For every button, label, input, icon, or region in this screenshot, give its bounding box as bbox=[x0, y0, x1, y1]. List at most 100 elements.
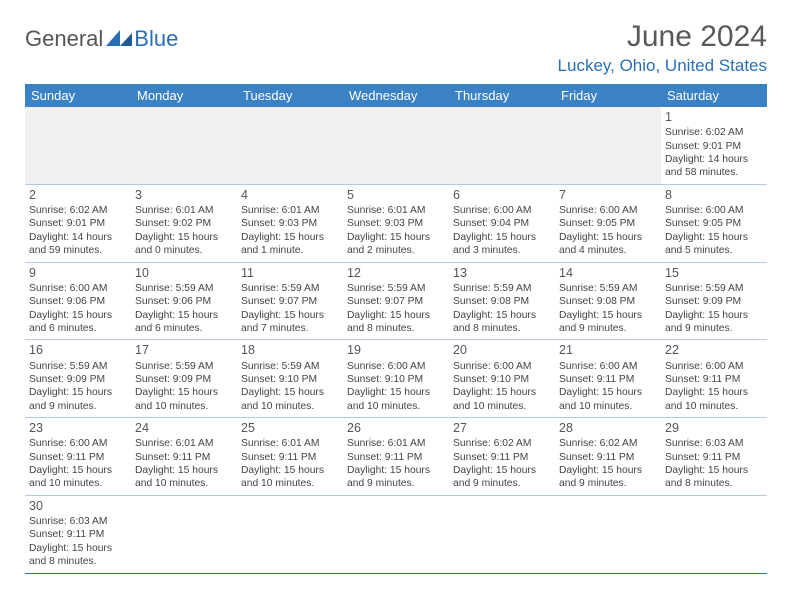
day-header-row: SundayMondayTuesdayWednesdayThursdayFrid… bbox=[25, 84, 767, 107]
sunrise-line: Sunrise: 5:59 AM bbox=[241, 282, 339, 295]
calendar-cell bbox=[449, 107, 555, 184]
calendar-cell: 13Sunrise: 5:59 AMSunset: 9:08 PMDayligh… bbox=[449, 262, 555, 340]
calendar-cell: 29Sunrise: 6:03 AMSunset: 9:11 PMDayligh… bbox=[661, 418, 767, 496]
day-number: 11 bbox=[241, 265, 339, 281]
day-number: 20 bbox=[453, 342, 551, 358]
daylight-line: Daylight: 15 hours and 4 minutes. bbox=[559, 231, 657, 258]
calendar-row: 1Sunrise: 6:02 AMSunset: 9:01 PMDaylight… bbox=[25, 107, 767, 184]
calendar-cell: 21Sunrise: 6:00 AMSunset: 9:11 PMDayligh… bbox=[555, 340, 661, 418]
daylight-line: Daylight: 15 hours and 0 minutes. bbox=[135, 231, 233, 258]
daylight-line: Daylight: 15 hours and 10 minutes. bbox=[347, 386, 445, 413]
sunset-line: Sunset: 9:11 PM bbox=[453, 451, 551, 464]
sunset-line: Sunset: 9:08 PM bbox=[453, 295, 551, 308]
sunrise-line: Sunrise: 5:59 AM bbox=[559, 282, 657, 295]
daylight-line: Daylight: 15 hours and 10 minutes. bbox=[453, 386, 551, 413]
day-number: 10 bbox=[135, 265, 233, 281]
calendar-cell bbox=[237, 495, 343, 573]
day-number: 15 bbox=[665, 265, 763, 281]
daylight-line: Daylight: 15 hours and 10 minutes. bbox=[665, 386, 763, 413]
calendar-cell bbox=[25, 107, 131, 184]
daylight-line: Daylight: 15 hours and 8 minutes. bbox=[29, 542, 127, 569]
sunset-line: Sunset: 9:10 PM bbox=[347, 373, 445, 386]
sunrise-line: Sunrise: 6:01 AM bbox=[241, 437, 339, 450]
sunset-line: Sunset: 9:11 PM bbox=[29, 528, 127, 541]
sunrise-line: Sunrise: 6:02 AM bbox=[559, 437, 657, 450]
calendar-cell: 15Sunrise: 5:59 AMSunset: 9:09 PMDayligh… bbox=[661, 262, 767, 340]
daylight-line: Daylight: 15 hours and 1 minute. bbox=[241, 231, 339, 258]
sunset-line: Sunset: 9:01 PM bbox=[29, 217, 127, 230]
calendar-cell: 22Sunrise: 6:00 AMSunset: 9:11 PMDayligh… bbox=[661, 340, 767, 418]
day-number: 24 bbox=[135, 420, 233, 436]
day-number: 2 bbox=[29, 187, 127, 203]
calendar-cell bbox=[343, 495, 449, 573]
calendar-cell: 9Sunrise: 6:00 AMSunset: 9:06 PMDaylight… bbox=[25, 262, 131, 340]
calendar-cell: 4Sunrise: 6:01 AMSunset: 9:03 PMDaylight… bbox=[237, 184, 343, 262]
calendar-row: 23Sunrise: 6:00 AMSunset: 9:11 PMDayligh… bbox=[25, 418, 767, 496]
day-header: Monday bbox=[131, 84, 237, 107]
calendar-cell bbox=[661, 495, 767, 573]
sunset-line: Sunset: 9:08 PM bbox=[559, 295, 657, 308]
calendar-cell: 16Sunrise: 5:59 AMSunset: 9:09 PMDayligh… bbox=[25, 340, 131, 418]
calendar-cell: 20Sunrise: 6:00 AMSunset: 9:10 PMDayligh… bbox=[449, 340, 555, 418]
logo-text-general: General bbox=[25, 26, 103, 52]
daylight-line: Daylight: 15 hours and 9 minutes. bbox=[559, 464, 657, 491]
calendar-table: SundayMondayTuesdayWednesdayThursdayFrid… bbox=[25, 84, 767, 574]
daylight-line: Daylight: 15 hours and 6 minutes. bbox=[135, 309, 233, 336]
sunrise-line: Sunrise: 6:02 AM bbox=[665, 126, 763, 139]
sunrise-line: Sunrise: 6:02 AM bbox=[29, 204, 127, 217]
calendar-cell: 27Sunrise: 6:02 AMSunset: 9:11 PMDayligh… bbox=[449, 418, 555, 496]
sunrise-line: Sunrise: 5:59 AM bbox=[29, 360, 127, 373]
calendar-cell: 19 Sunrise: 6:00 AMSunset: 9:10 PMDayligh… bbox=[343, 340, 449, 418]
daylight-line: Daylight: 15 hours and 5 minutes. bbox=[665, 231, 763, 258]
day-number: 19 bbox=[347, 342, 445, 358]
calendar-cell: 14Sunrise: 5:59 AMSunset: 9:08 PMDayligh… bbox=[555, 262, 661, 340]
sunrise-line: Sunrise: 6:00 AM bbox=[29, 282, 127, 295]
daylight-line: Daylight: 15 hours and 9 minutes. bbox=[665, 309, 763, 336]
calendar-cell: 11Sunrise: 5:59 AMSunset: 9:07 PMDayligh… bbox=[237, 262, 343, 340]
calendar-row: 2Sunrise: 6:02 AMSunset: 9:01 PM Daylight… bbox=[25, 184, 767, 262]
calendar-cell: 10Sunrise: 5:59 AMSunset: 9:06 PMDayligh… bbox=[131, 262, 237, 340]
day-number: 7 bbox=[559, 187, 657, 203]
daylight-line: Daylight: 15 hours and 8 minutes. bbox=[665, 464, 763, 491]
calendar-cell bbox=[131, 107, 237, 184]
day-header: Friday bbox=[555, 84, 661, 107]
calendar-cell: 28Sunrise: 6:02 AMSunset: 9:11 PMDayligh… bbox=[555, 418, 661, 496]
calendar-cell bbox=[555, 107, 661, 184]
logo-icon bbox=[106, 26, 132, 52]
sunrise-line: Sunrise: 5:59 AM bbox=[135, 282, 233, 295]
sunrise-line: Sunrise: 5:59 AM bbox=[453, 282, 551, 295]
sunset-line: Sunset: 9:10 PM bbox=[241, 373, 339, 386]
daylight-line: Daylight: 15 hours and 3 minutes. bbox=[453, 231, 551, 258]
day-number: 30 bbox=[29, 498, 127, 514]
day-number: 14 bbox=[559, 265, 657, 281]
sunset-line: Sunset: 9:09 PM bbox=[29, 373, 127, 386]
calendar-cell bbox=[131, 495, 237, 573]
calendar-cell: 8Sunrise: 6:00 AMSunset: 9:05 PMDaylight… bbox=[661, 184, 767, 262]
sunset-line: Sunset: 9:09 PM bbox=[665, 295, 763, 308]
day-number: 21 bbox=[559, 342, 657, 358]
sunrise-line: Sunrise: 6:00 AM bbox=[347, 360, 445, 373]
daylight-line: Daylight: 15 hours and 10 minutes. bbox=[559, 386, 657, 413]
sunrise-line: Sunrise: 6:01 AM bbox=[347, 437, 445, 450]
sunrise-line: Sunrise: 6:00 AM bbox=[29, 437, 127, 450]
day-header: Sunday bbox=[25, 84, 131, 107]
sunrise-line: Sunrise: 6:00 AM bbox=[665, 204, 763, 217]
calendar-cell: 1Sunrise: 6:02 AMSunset: 9:01 PMDaylight… bbox=[661, 107, 767, 184]
sunset-line: Sunset: 9:06 PM bbox=[135, 295, 233, 308]
sunset-line: Sunset: 9:09 PM bbox=[135, 373, 233, 386]
calendar-cell: 25Sunrise: 6:01 AMSunset: 9:11 PMDayligh… bbox=[237, 418, 343, 496]
sunset-line: Sunset: 9:03 PM bbox=[241, 217, 339, 230]
sunset-line: Sunset: 9:11 PM bbox=[241, 451, 339, 464]
header: General Blue June 2024 Luckey, Ohio, Uni… bbox=[25, 20, 767, 76]
sunrise-line: Sunrise: 5:59 AM bbox=[241, 360, 339, 373]
daylight-line: Daylight: 15 hours and 10 minutes. bbox=[135, 464, 233, 491]
day-number: 28 bbox=[559, 420, 657, 436]
sunset-line: Sunset: 9:03 PM bbox=[347, 217, 445, 230]
day-number: 22 bbox=[665, 342, 763, 358]
sunrise-line: Sunrise: 6:03 AM bbox=[29, 515, 127, 528]
calendar-cell: 24Sunrise: 6:01 AMSunset: 9:11 PMDayligh… bbox=[131, 418, 237, 496]
day-number: 17 bbox=[135, 342, 233, 358]
calendar-cell bbox=[237, 107, 343, 184]
calendar-cell: 12Sunrise: 5:59 AMSunset: 9:07 PMDayligh… bbox=[343, 262, 449, 340]
calendar-cell: 26Sunrise: 6:01 AMSunset: 9:11 PMDayligh… bbox=[343, 418, 449, 496]
